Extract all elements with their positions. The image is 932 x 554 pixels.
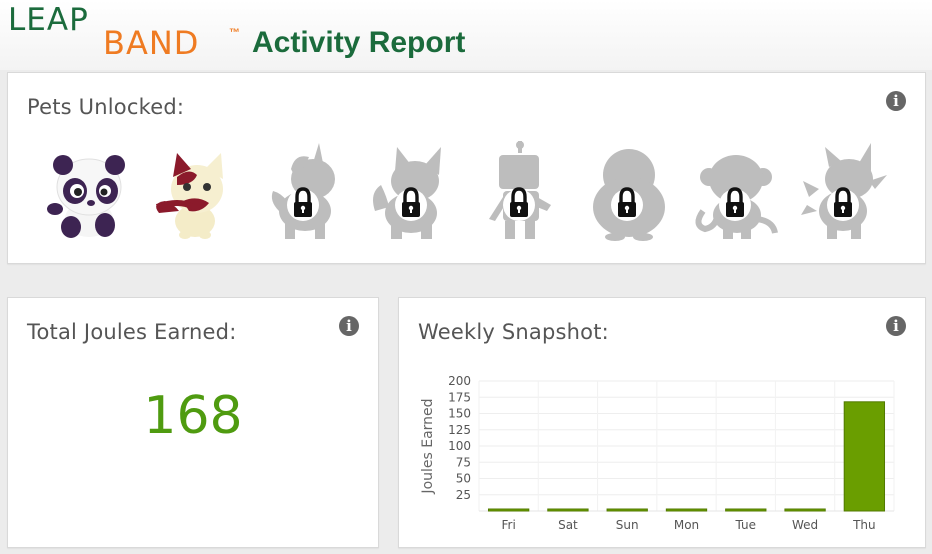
x-tick-label: Mon bbox=[674, 518, 699, 532]
lock-icon bbox=[719, 187, 751, 221]
monkey-silhouette-icon bbox=[695, 155, 778, 239]
y-tick-label: 100 bbox=[448, 439, 471, 453]
total-joules-value: 168 bbox=[143, 386, 243, 446]
header: LEAP BAND ™ Activity Report bbox=[0, 0, 932, 70]
x-tick-label: Thu bbox=[852, 518, 876, 532]
info-icon[interactable]: i bbox=[339, 316, 359, 336]
panda-icon bbox=[47, 155, 125, 238]
lock-icon bbox=[503, 187, 535, 221]
bar-wed bbox=[784, 508, 826, 512]
y-tick-label: 150 bbox=[448, 407, 471, 421]
bar-thu bbox=[843, 401, 886, 512]
logo-trademark: ™ bbox=[229, 27, 240, 39]
y-tick-label: 75 bbox=[456, 455, 471, 469]
pet-penguin-locked[interactable] bbox=[578, 138, 678, 244]
x-tick-label: Sat bbox=[558, 518, 578, 532]
info-icon[interactable]: i bbox=[886, 91, 906, 111]
pet-cat[interactable] bbox=[144, 138, 244, 244]
lock-icon bbox=[611, 187, 643, 221]
x-tick-label: Fri bbox=[501, 518, 515, 532]
pet-monkey-locked[interactable] bbox=[686, 138, 786, 244]
bar-mon bbox=[665, 508, 708, 512]
y-tick-label: 200 bbox=[448, 374, 471, 388]
pet-unicorn-locked[interactable] bbox=[254, 138, 354, 244]
pets-row bbox=[36, 138, 906, 246]
bar-fri bbox=[487, 508, 530, 512]
cat-icon bbox=[155, 153, 223, 239]
x-tick-label: Wed bbox=[792, 518, 818, 532]
pet-dragon-locked[interactable] bbox=[794, 138, 894, 244]
pet-dog-locked[interactable] bbox=[362, 138, 462, 244]
y-axis-label: Joules Earned bbox=[420, 398, 436, 494]
pet-panda[interactable] bbox=[36, 138, 136, 244]
weekly-bar-chart: 25 50 75 100 125 150 175 200 Fri Sat Sun Mon Tue Wed T… bbox=[420, 374, 895, 532]
total-joules-panel: Total Joules Earned: i 168 bbox=[7, 297, 379, 548]
y-tick-label: 50 bbox=[456, 472, 471, 486]
logo-band-text: BAND bbox=[103, 24, 200, 62]
weekly-panel-title: Weekly Snapshot: bbox=[418, 320, 609, 344]
robot-silhouette-icon bbox=[489, 141, 551, 239]
penguin-silhouette-icon bbox=[593, 149, 665, 241]
page-title: Activity Report bbox=[252, 26, 466, 59]
joules-panel-title: Total Joules Earned: bbox=[27, 320, 237, 344]
y-tick-label: 125 bbox=[448, 423, 471, 437]
leapband-logo: LEAP BAND ™ bbox=[8, 2, 243, 62]
lock-icon bbox=[827, 187, 859, 221]
x-tick-label: Tue bbox=[735, 518, 757, 532]
bar-sun bbox=[606, 508, 648, 512]
pet-robot-locked[interactable] bbox=[470, 138, 570, 244]
y-tick-label: 25 bbox=[456, 488, 471, 502]
logo-leap-text: LEAP bbox=[8, 2, 89, 38]
bar-tue bbox=[725, 508, 767, 512]
dragon-silhouette-icon bbox=[801, 143, 887, 239]
info-icon[interactable]: i bbox=[886, 316, 906, 336]
pets-unlocked-panel: Pets Unlocked: i bbox=[7, 72, 926, 264]
dog-silhouette-icon bbox=[373, 147, 441, 239]
unicorn-silhouette-icon bbox=[271, 143, 335, 239]
pets-panel-title: Pets Unlocked: bbox=[27, 95, 185, 119]
x-tick-label: Sun bbox=[616, 518, 639, 532]
lock-icon bbox=[395, 187, 427, 221]
lock-icon bbox=[287, 187, 319, 221]
weekly-snapshot-panel: Weekly Snapshot: i 25 50 75 100 125 150 175 200… bbox=[398, 297, 926, 548]
bar-sat bbox=[547, 508, 589, 512]
y-tick-label: 175 bbox=[448, 390, 471, 404]
